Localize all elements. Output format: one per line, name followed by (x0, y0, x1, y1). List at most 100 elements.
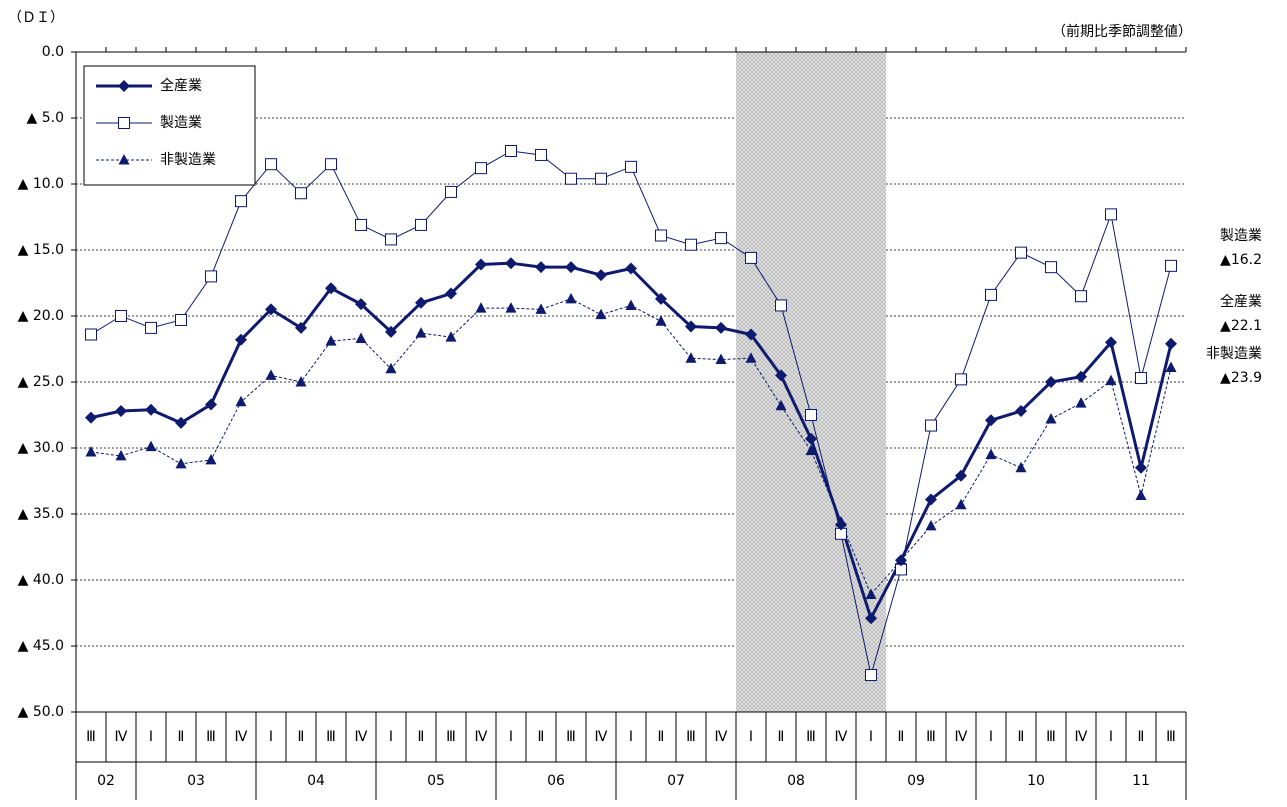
diamond-marker (835, 518, 847, 531)
x-tick-label: Ⅱ (1018, 729, 1025, 745)
triangle-marker (1045, 412, 1057, 424)
square-marker (85, 328, 97, 341)
diamond-marker (1075, 370, 1087, 383)
x-tick-label: Ⅰ (269, 729, 273, 745)
triangle-marker (805, 444, 817, 456)
y-tick-label: ▲ 40.0 (18, 572, 64, 588)
diamond-marker (205, 398, 217, 411)
x-tick-label: Ⅱ (538, 729, 545, 745)
x-tick-label: Ⅳ (955, 729, 968, 745)
x-tick-label: Ⅰ (149, 729, 153, 745)
diamond-marker (745, 328, 757, 341)
series-line (90, 150, 1172, 676)
diamond-marker (118, 80, 130, 92)
diamond-marker (445, 287, 457, 300)
square-marker (235, 195, 247, 208)
y-tick-label: ▲ 45.0 (18, 638, 64, 654)
square-marker (1135, 372, 1147, 385)
triangle-marker (415, 327, 427, 338)
diamond-marker (145, 403, 157, 416)
diamond-marker (1105, 336, 1117, 349)
diamond-marker (715, 321, 727, 334)
triangle-marker (925, 519, 937, 531)
x-tick-label: Ⅱ (178, 729, 185, 745)
x-tick-label: Ⅲ (206, 729, 216, 745)
square-marker (565, 172, 577, 185)
x-tick-label: Ⅰ (509, 729, 513, 745)
square-marker (805, 409, 817, 421)
year-label: 10 (1027, 773, 1045, 789)
note-label: （前期比季節調整値） (1052, 23, 1192, 40)
triangle-marker (535, 303, 547, 314)
square-marker (175, 313, 187, 326)
square-marker (385, 233, 397, 246)
y-tick-label: ▲ 10.0 (18, 176, 64, 192)
square-marker (115, 310, 127, 322)
unit-label: （ＤＩ） (8, 10, 64, 26)
diamond-marker (175, 416, 187, 429)
triangle-marker (625, 299, 637, 310)
series-line (90, 261, 1173, 623)
x-tick-label: Ⅳ (595, 729, 608, 745)
diamond-marker (1045, 376, 1057, 388)
x-tick-label: Ⅰ (989, 729, 993, 745)
square-marker (655, 229, 667, 242)
year-label: 02 (97, 773, 115, 789)
x-tick-label: Ⅱ (1138, 729, 1145, 745)
annotation-name: 全産業 (1220, 293, 1262, 310)
triangle-marker (565, 292, 577, 304)
square-marker (355, 218, 367, 231)
annotation-value: ▲22.1 (1220, 318, 1262, 334)
square-marker (925, 419, 937, 432)
diamond-marker (415, 296, 427, 309)
square-marker (265, 158, 277, 171)
x-tick-label: Ⅰ (389, 729, 393, 745)
y-tick-label: ▲ 15.0 (18, 242, 64, 258)
x-tick-label: Ⅳ (475, 729, 488, 745)
square-marker (415, 218, 427, 231)
x-tick-label: Ⅲ (446, 729, 456, 745)
diamond-marker (565, 261, 577, 274)
x-tick-label: Ⅳ (835, 729, 848, 745)
diamond-marker (865, 612, 877, 625)
x-tick-label: Ⅳ (715, 729, 728, 745)
triangle-marker (1135, 489, 1147, 501)
diamond-marker (295, 321, 307, 334)
y-tick-label: ▲ 50.0 (18, 704, 64, 720)
y-tick-label: ▲ 20.0 (18, 308, 64, 324)
square-marker (1045, 261, 1057, 274)
square-marker (865, 669, 877, 682)
year-label: 07 (667, 773, 685, 789)
diamond-marker (955, 469, 967, 482)
square-marker (295, 187, 307, 200)
diamond-marker (265, 303, 277, 316)
legend-label: 非製造業 (160, 152, 216, 168)
triangle-marker (865, 588, 877, 600)
triangle-marker (1075, 397, 1087, 408)
x-tick-label: Ⅰ (629, 729, 633, 745)
triangle-marker (775, 399, 787, 411)
x-tick-label: Ⅲ (1166, 729, 1176, 745)
legend-label: 全産業 (160, 77, 202, 94)
triangle-marker (1015, 461, 1027, 473)
x-tick-label: Ⅰ (1109, 729, 1113, 745)
diamond-marker (805, 432, 817, 445)
square-marker (1165, 259, 1177, 272)
x-tick-label: Ⅱ (418, 729, 425, 745)
triangle-marker (475, 302, 487, 313)
diamond-marker (475, 258, 487, 271)
y-tick-label: ▲ 5.0 (27, 110, 64, 126)
diamond-marker (1135, 461, 1147, 474)
year-label: 03 (187, 773, 205, 789)
triangle-marker (295, 376, 307, 387)
year-label: 04 (307, 773, 325, 789)
y-tick-label: 0.0 (42, 44, 64, 60)
diamond-marker (1015, 405, 1027, 418)
square-marker (1075, 290, 1087, 303)
legend-label: 製造業 (160, 115, 202, 131)
diamond-marker (325, 282, 337, 295)
x-tick-label: Ⅳ (235, 729, 248, 745)
square-marker (745, 251, 757, 264)
square-marker (535, 148, 547, 161)
diamond-marker (775, 369, 787, 382)
